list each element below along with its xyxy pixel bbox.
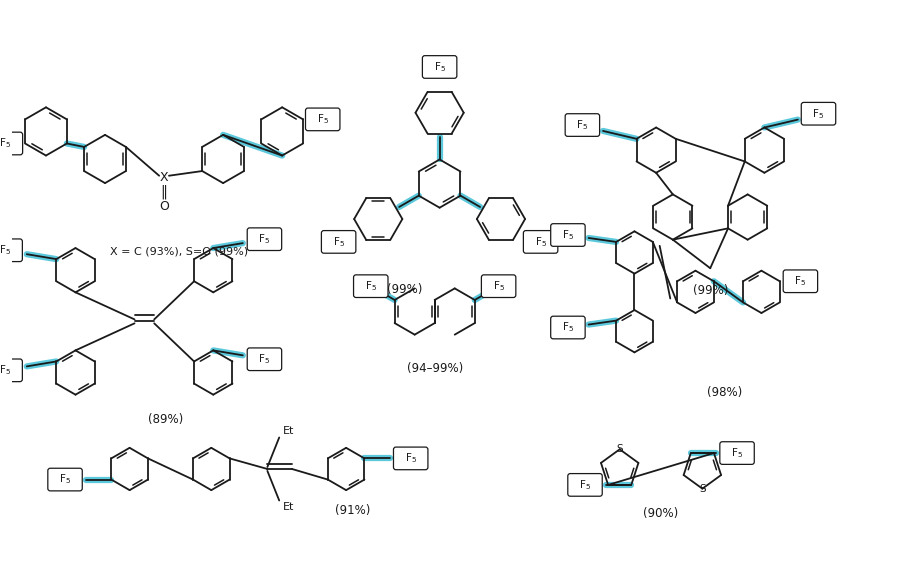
Text: (90%): (90%) <box>644 507 679 520</box>
Text: $\mathregular{F_5}$: $\mathregular{F_5}$ <box>0 136 12 151</box>
Text: $\mathregular{F_5}$: $\mathregular{F_5}$ <box>258 352 270 366</box>
Text: $\mathregular{F_5}$: $\mathregular{F_5}$ <box>795 274 806 288</box>
FancyBboxPatch shape <box>551 224 585 246</box>
Text: Et: Et <box>284 425 294 435</box>
Text: $\mathregular{F_5}$: $\mathregular{F_5}$ <box>333 235 345 249</box>
Text: (99%): (99%) <box>693 284 728 297</box>
Text: (98%): (98%) <box>707 386 742 399</box>
FancyBboxPatch shape <box>248 348 282 371</box>
Text: $\mathregular{F_5}$: $\mathregular{F_5}$ <box>492 279 505 293</box>
FancyBboxPatch shape <box>393 447 428 470</box>
Text: $\mathregular{F_5}$: $\mathregular{F_5}$ <box>813 107 824 121</box>
Text: $\mathregular{F_5}$: $\mathregular{F_5}$ <box>364 279 377 293</box>
FancyBboxPatch shape <box>524 231 558 253</box>
FancyBboxPatch shape <box>422 56 457 78</box>
FancyBboxPatch shape <box>801 103 836 125</box>
FancyBboxPatch shape <box>305 108 340 131</box>
Text: $\mathregular{F_5}$: $\mathregular{F_5}$ <box>59 473 71 487</box>
Text: $\mathregular{F_5}$: $\mathregular{F_5}$ <box>576 118 589 132</box>
Text: O: O <box>159 200 169 213</box>
Text: (91%): (91%) <box>336 504 371 517</box>
Text: S: S <box>616 444 623 454</box>
Text: (94–99%): (94–99%) <box>407 362 463 375</box>
Text: $\mathregular{F_5}$: $\mathregular{F_5}$ <box>405 452 417 465</box>
Text: (99%): (99%) <box>388 283 423 296</box>
Text: $\mathregular{F_5}$: $\mathregular{F_5}$ <box>317 112 328 126</box>
FancyBboxPatch shape <box>482 275 516 297</box>
Text: $\mathregular{F_5}$: $\mathregular{F_5}$ <box>731 446 743 460</box>
Text: $\mathregular{F_5}$: $\mathregular{F_5}$ <box>0 243 11 257</box>
Text: $\mathregular{F_5}$: $\mathregular{F_5}$ <box>562 228 574 242</box>
FancyBboxPatch shape <box>720 442 754 464</box>
FancyBboxPatch shape <box>354 275 388 297</box>
Text: $\mathregular{F_5}$: $\mathregular{F_5}$ <box>0 363 11 377</box>
FancyBboxPatch shape <box>0 359 22 382</box>
FancyBboxPatch shape <box>321 231 356 253</box>
Text: $\mathregular{F_5}$: $\mathregular{F_5}$ <box>562 320 574 334</box>
FancyBboxPatch shape <box>568 474 602 496</box>
Text: $\mathregular{F_5}$: $\mathregular{F_5}$ <box>434 60 446 74</box>
Text: S: S <box>699 484 706 494</box>
Text: X: X <box>160 171 168 184</box>
FancyBboxPatch shape <box>0 132 22 155</box>
Text: $\mathregular{F_5}$: $\mathregular{F_5}$ <box>535 235 546 249</box>
Text: ‖: ‖ <box>160 184 167 199</box>
FancyBboxPatch shape <box>783 270 817 293</box>
FancyBboxPatch shape <box>551 316 585 339</box>
Text: $\mathregular{F_5}$: $\mathregular{F_5}$ <box>579 478 591 492</box>
FancyBboxPatch shape <box>48 468 82 491</box>
FancyBboxPatch shape <box>248 228 282 250</box>
Text: $\mathregular{F_5}$: $\mathregular{F_5}$ <box>258 232 270 246</box>
Text: (89%): (89%) <box>148 413 184 426</box>
Text: Et: Et <box>284 503 294 513</box>
Text: X = C (93%), S=O (99%): X = C (93%), S=O (99%) <box>110 246 248 257</box>
FancyBboxPatch shape <box>565 114 599 136</box>
FancyBboxPatch shape <box>0 239 22 262</box>
